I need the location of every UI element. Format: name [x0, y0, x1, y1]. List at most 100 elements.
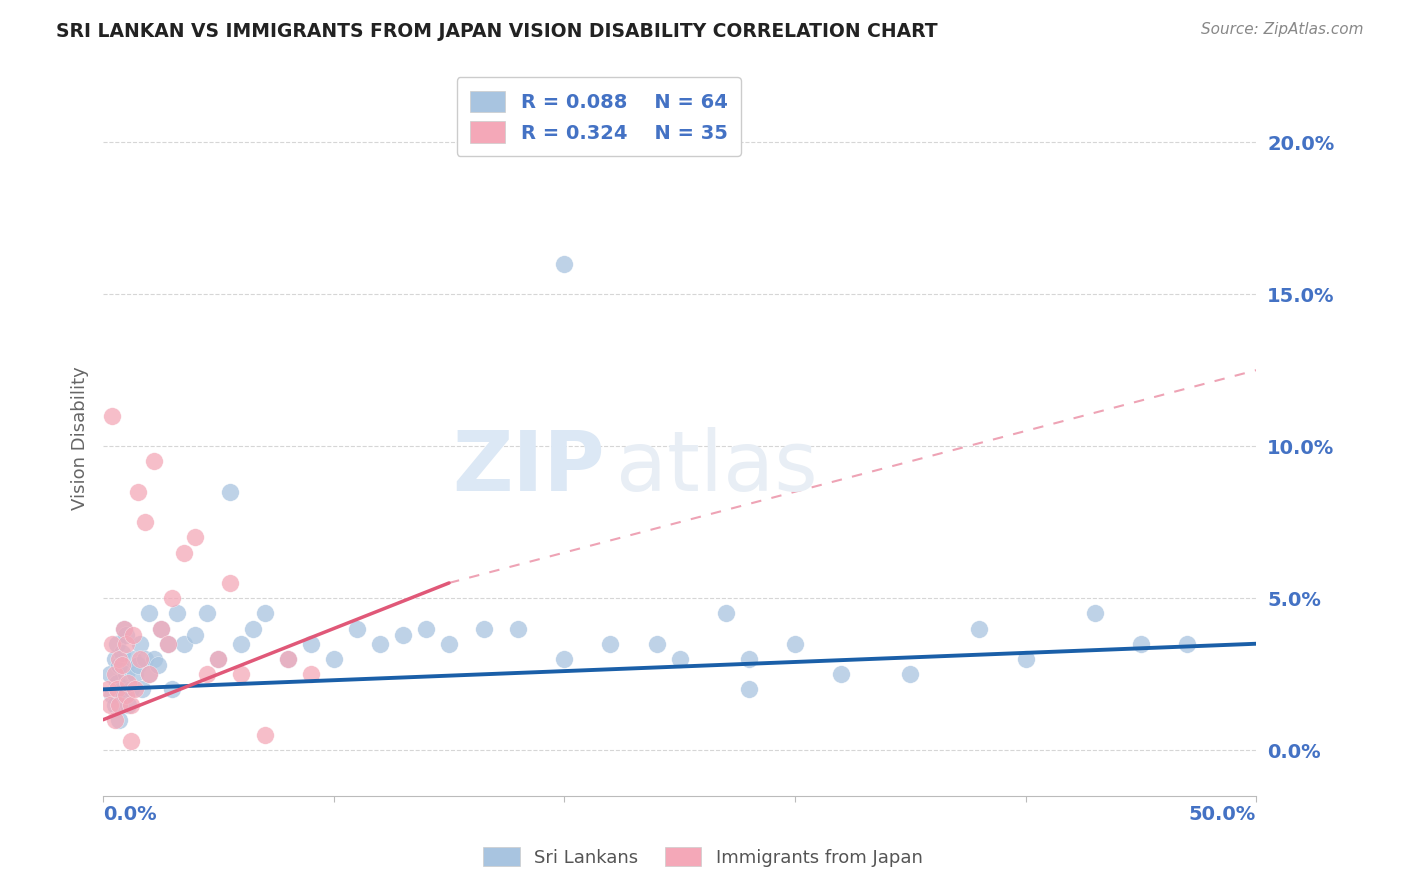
Point [508, 622, 530, 636]
Point [142, 652, 165, 666]
Point [437, 637, 460, 651]
Point [138, 607, 160, 621]
Point [299, 637, 322, 651]
Point [110, 646, 132, 660]
Point [599, 637, 621, 651]
Point [117, 676, 139, 690]
Point [148, 658, 170, 673]
Point [195, 607, 218, 621]
Point [110, 682, 132, 697]
Point [553, 257, 575, 271]
Text: atlas: atlas [616, 426, 818, 508]
Point [120, 734, 142, 748]
Point [1129, 637, 1152, 651]
Text: 50.0%: 50.0% [1189, 805, 1256, 824]
Point [830, 667, 852, 681]
Point [117, 698, 139, 712]
Point [108, 652, 131, 666]
Point [110, 658, 132, 673]
Point [668, 652, 690, 666]
Point [105, 682, 128, 697]
Point [127, 484, 149, 499]
Point [104, 652, 127, 666]
Point [138, 667, 160, 681]
Point [101, 689, 124, 703]
Point [129, 637, 152, 651]
Point [156, 637, 179, 651]
Point [242, 622, 264, 636]
Point [122, 627, 145, 641]
Point [472, 622, 495, 636]
Point [184, 530, 207, 544]
Point [129, 652, 152, 666]
Point [104, 713, 127, 727]
Point [105, 676, 128, 690]
Text: ZIP: ZIP [453, 426, 605, 508]
Point [115, 667, 138, 681]
Point [134, 515, 156, 529]
Point [104, 667, 127, 681]
Point [115, 627, 138, 641]
Point [138, 667, 160, 681]
Point [142, 454, 165, 468]
Point [1084, 607, 1107, 621]
Point [173, 637, 195, 651]
Point [124, 682, 146, 697]
Point [346, 622, 368, 636]
Point [127, 658, 149, 673]
Point [131, 682, 153, 697]
Point [101, 409, 124, 423]
Point [714, 607, 737, 621]
Point [108, 713, 131, 727]
Point [277, 652, 299, 666]
Point [184, 627, 207, 641]
Point [783, 637, 806, 651]
Point [120, 698, 142, 712]
Point [392, 627, 415, 641]
Point [112, 622, 135, 636]
Point [219, 576, 242, 591]
Point [645, 637, 668, 651]
Point [738, 682, 761, 697]
Point [898, 667, 921, 681]
Point [120, 682, 142, 697]
Legend: Sri Lankans, Immigrants from Japan: Sri Lankans, Immigrants from Japan [477, 840, 929, 874]
Point [173, 545, 195, 559]
Point [97, 682, 120, 697]
Point [105, 637, 128, 651]
Point [219, 484, 242, 499]
Point [207, 652, 229, 666]
Text: SRI LANKAN VS IMMIGRANTS FROM JAPAN VISION DISABILITY CORRELATION CHART: SRI LANKAN VS IMMIGRANTS FROM JAPAN VISI… [56, 22, 938, 41]
Point [166, 607, 188, 621]
Point [122, 652, 145, 666]
Point [415, 622, 437, 636]
Point [738, 652, 761, 666]
Point [101, 637, 124, 651]
Point [104, 698, 127, 712]
Point [322, 652, 344, 666]
Point [156, 637, 179, 651]
Point [253, 728, 276, 742]
Text: 0.0%: 0.0% [103, 805, 156, 824]
Point [368, 637, 391, 651]
Point [149, 622, 172, 636]
Point [112, 622, 135, 636]
Point [299, 667, 322, 681]
Point [98, 667, 121, 681]
Point [231, 667, 253, 681]
Point [969, 622, 991, 636]
Point [553, 652, 575, 666]
Point [112, 689, 135, 703]
Point [277, 652, 299, 666]
Point [162, 591, 184, 606]
Point [207, 652, 229, 666]
Point [124, 667, 146, 681]
Point [149, 622, 172, 636]
Point [195, 667, 218, 681]
Text: Source: ZipAtlas.com: Source: ZipAtlas.com [1201, 22, 1364, 37]
Point [108, 698, 131, 712]
Point [108, 658, 131, 673]
Point [253, 607, 276, 621]
Y-axis label: Vision Disability: Vision Disability [72, 367, 89, 510]
Legend: R = 0.088    N = 64, R = 0.324    N = 35: R = 0.088 N = 64, R = 0.324 N = 35 [457, 77, 741, 156]
